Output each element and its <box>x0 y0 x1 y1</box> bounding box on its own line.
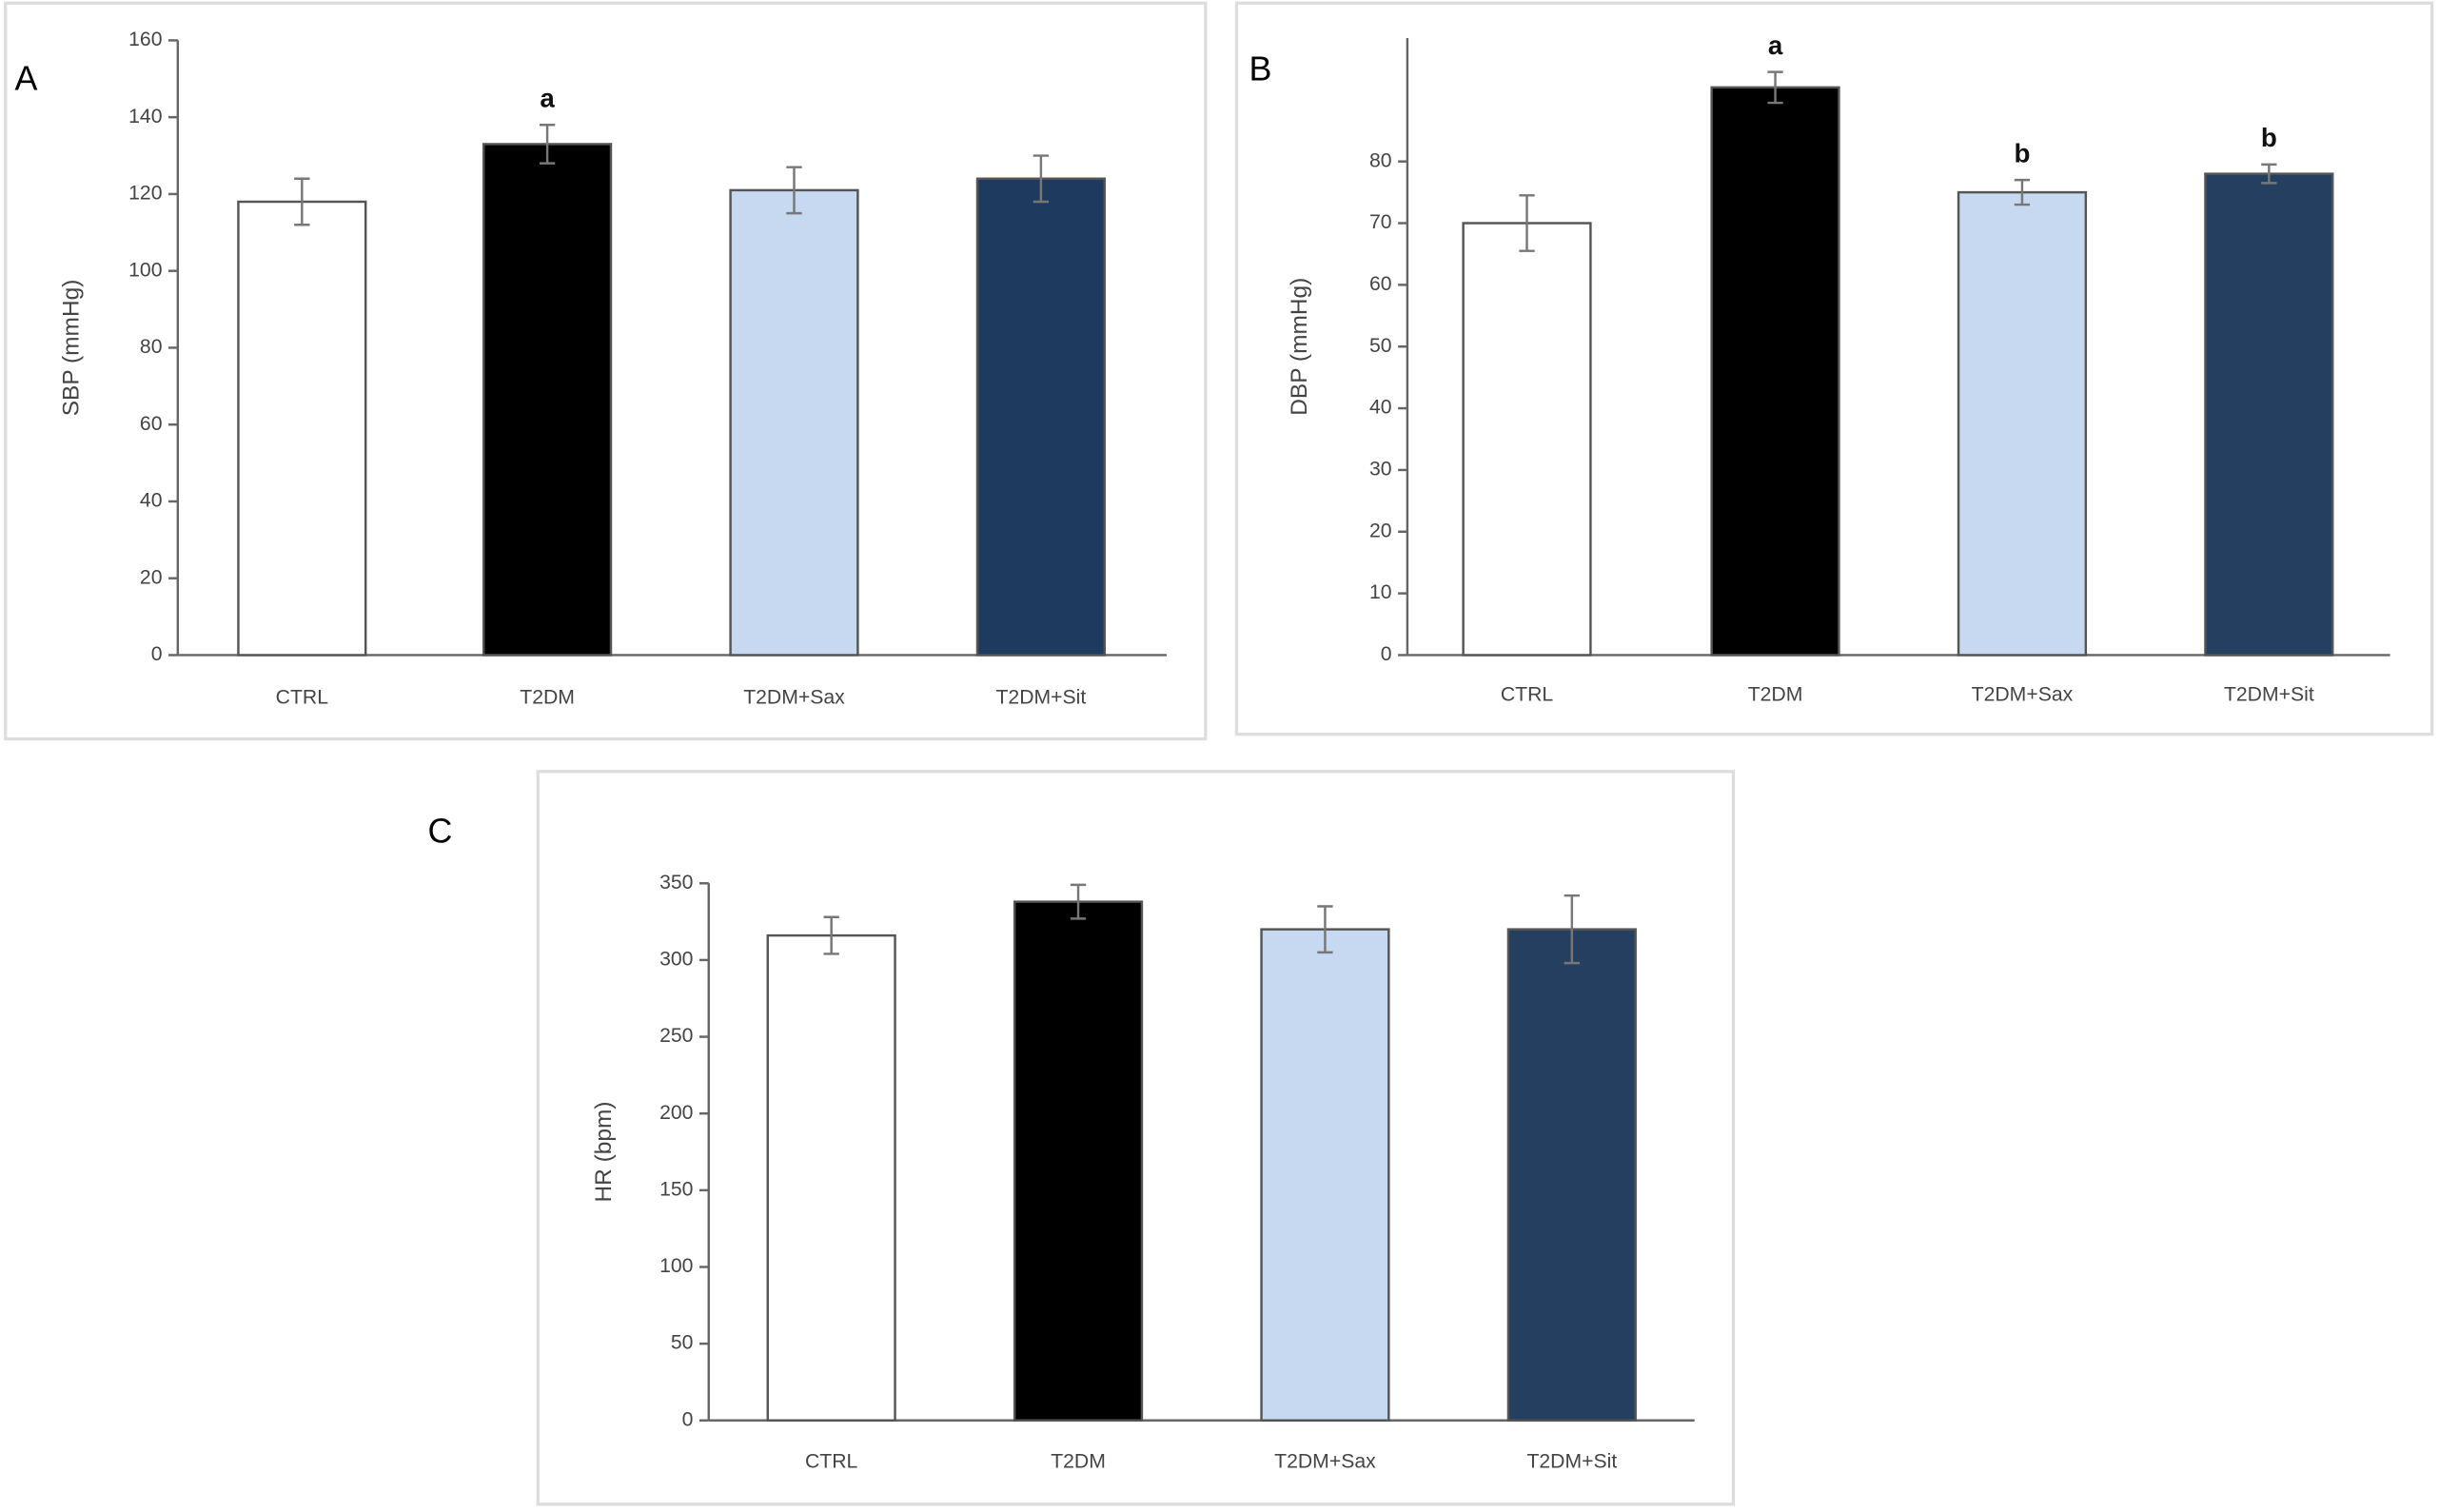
y-tick-label: 200 <box>659 1102 693 1124</box>
y-tick-label: 50 <box>671 1332 694 1354</box>
y-axis-label: DBP (mmHg) <box>1287 278 1312 416</box>
y-tick-label: 140 <box>128 106 162 128</box>
annotation: a <box>1768 30 1783 60</box>
bar <box>2204 172 2334 657</box>
y-axis-label: HR (bpm) <box>591 1101 617 1202</box>
bar <box>237 200 367 657</box>
x-tick-label: T2DM+Sit <box>995 687 1086 709</box>
x-tick-label: T2DM+Sax <box>1972 683 2074 705</box>
bar <box>1260 928 1390 1422</box>
y-tick-label: 10 <box>1369 581 1392 603</box>
y-tick-label: 60 <box>140 413 163 435</box>
error-bar <box>1317 905 1333 954</box>
y-tick-label: 100 <box>659 1255 693 1277</box>
error-bar <box>786 166 802 215</box>
x-tick-label: CTRL <box>276 687 329 709</box>
annotation: b <box>2014 138 2030 167</box>
y-tick-label: 0 <box>1381 643 1392 665</box>
bar <box>975 177 1106 657</box>
x-tick-label: T2DM <box>520 687 575 709</box>
y-tick-label: 250 <box>659 1025 693 1047</box>
panel-label: A <box>15 59 38 97</box>
y-tick-label: 30 <box>1369 459 1392 481</box>
y-tick-label: 300 <box>659 949 693 971</box>
error-bar <box>2261 163 2277 185</box>
x-tick-label: T2DM+Sit <box>1526 1450 1617 1472</box>
annotation: a <box>540 83 555 112</box>
y-tick-label: 20 <box>1369 520 1392 541</box>
y-tick-label: 160 <box>128 29 162 50</box>
y-tick-label: 50 <box>1369 335 1392 357</box>
error-bar <box>539 124 556 165</box>
x-tick-label: T2DM <box>1051 1450 1106 1472</box>
error-bar <box>1767 70 1783 105</box>
bar <box>1462 222 1592 657</box>
bar <box>482 143 613 657</box>
error-bar <box>1564 893 1580 965</box>
y-tick-label: 0 <box>151 643 163 665</box>
y-tick-label: 40 <box>140 490 163 512</box>
panel-label: C <box>427 813 452 851</box>
error-bar <box>1519 194 1535 252</box>
y-tick-label: 40 <box>1369 397 1392 419</box>
x-tick-label: T2DM+Sax <box>1274 1450 1376 1472</box>
error-bar <box>294 177 310 226</box>
y-tick-label: 150 <box>659 1178 693 1200</box>
y-axis-label: SBP (mmHg) <box>58 280 84 417</box>
x-tick-label: CTRL <box>1501 683 1554 705</box>
bar <box>766 933 896 1422</box>
x-tick-label: T2DM+Sit <box>2224 683 2314 705</box>
y-tick-label: 120 <box>128 183 162 205</box>
y-tick-label: 20 <box>140 566 163 588</box>
error-bar <box>1070 883 1087 920</box>
error-bar <box>2014 178 2031 206</box>
x-tick-label: T2DM <box>1748 683 1803 705</box>
y-tick-label: 70 <box>1369 211 1392 233</box>
x-tick-label: CTRL <box>805 1450 858 1472</box>
y-tick-label: 0 <box>682 1408 694 1430</box>
y-tick-label: 60 <box>1369 273 1392 295</box>
bar <box>1506 928 1637 1422</box>
error-bar <box>1033 154 1050 204</box>
bar <box>1710 86 1840 657</box>
bar <box>1013 900 1144 1422</box>
y-tick-label: 350 <box>659 872 693 893</box>
y-tick-label: 80 <box>1369 149 1392 171</box>
bar <box>1957 190 2088 657</box>
bar <box>729 188 859 657</box>
annotation: b <box>2261 123 2277 152</box>
y-tick-label: 80 <box>140 336 163 358</box>
error-bar <box>823 915 839 955</box>
panel-frame <box>536 770 1736 1506</box>
x-tick-label: T2DM+Sax <box>743 687 845 709</box>
panel-label: B <box>1249 50 1271 88</box>
panel-frame <box>4 1 1208 741</box>
y-tick-label: 100 <box>128 259 162 281</box>
panel-frame <box>1234 1 2434 736</box>
